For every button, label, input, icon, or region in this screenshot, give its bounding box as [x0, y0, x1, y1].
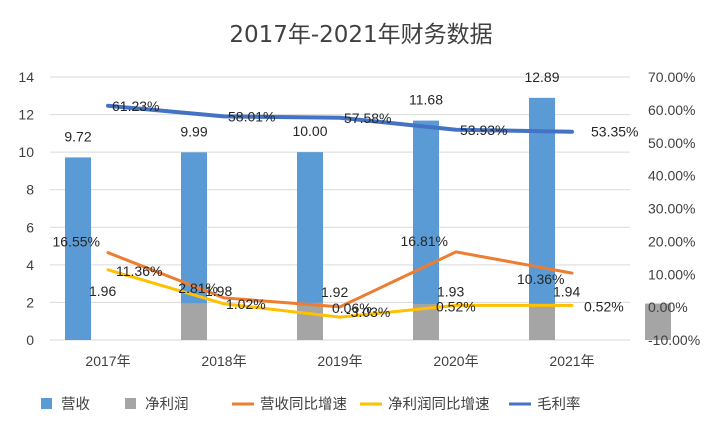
bar-revenue — [413, 120, 439, 340]
y-left-tick-label: 8 — [26, 182, 34, 198]
y-right-tick-label: 40.00% — [648, 168, 695, 184]
data-label: 1.02% — [226, 296, 266, 312]
legend-label: 净利润 — [145, 396, 189, 413]
x-tick-label: 2017年 — [85, 353, 130, 369]
y-right-tick-label: 50.00% — [648, 135, 695, 151]
legend-swatch — [41, 398, 52, 409]
data-label: 53.35% — [591, 124, 638, 140]
y-right-tick-label: 10.00% — [648, 266, 695, 282]
data-label: 11.68 — [409, 92, 443, 108]
data-label: 9.72 — [64, 128, 91, 144]
y-left-tick-label: 4 — [26, 257, 34, 273]
data-label: 16.81% — [401, 233, 448, 249]
data-label: 58.01% — [228, 108, 275, 124]
legend: 营收 净利润 营收同比增速 净利润同比增速 毛利率 — [41, 396, 581, 413]
x-tick-label: 2019年 — [317, 353, 362, 369]
y-left-tick-label: 2 — [26, 294, 34, 310]
series-line — [106, 250, 574, 309]
x-tick-label: 2018年 — [201, 353, 246, 369]
data-label: 12.89 — [524, 69, 559, 85]
data-label: 1.98 — [205, 283, 232, 299]
gridlines — [50, 76, 630, 341]
bar-net-profit — [297, 302, 323, 340]
x-tick-label: 2021年 — [549, 353, 594, 369]
lines — [106, 103, 574, 319]
data-label: 61.23% — [112, 98, 159, 114]
y-left-tick-label: 10 — [18, 144, 34, 160]
legend-swatch — [125, 398, 136, 409]
data-label: 11.36% — [116, 263, 162, 279]
data-label: 1.92 — [321, 284, 348, 300]
x-tick-label: 2020年 — [433, 353, 478, 369]
y-right-tick-label: 70.00% — [648, 69, 695, 85]
legend-label: 营收 — [61, 396, 90, 413]
y-left-tick-label: 14 — [18, 69, 34, 85]
data-label: 9.99 — [180, 123, 207, 139]
data-label: 53.93% — [460, 122, 507, 138]
y-right-tick-label: 20.00% — [648, 233, 695, 249]
y-right-tick-label: 30.00% — [648, 201, 695, 217]
legend-label: 净利润同比增速 — [388, 396, 490, 413]
chart-title: 2017年-2021年财务数据 — [229, 22, 492, 48]
data-label: 10.00 — [292, 123, 327, 139]
y-left-tick-label: 0 — [26, 332, 34, 348]
bar-net-profit — [645, 303, 671, 340]
bar-net-profit — [529, 303, 555, 340]
axes: 0 2 4 6 8 10 12 14 -10.00% 0.00% 10.00% 20.00% 30.00… — [18, 69, 700, 369]
data-label: 57.58% — [344, 110, 391, 126]
bar-net-profit — [181, 303, 207, 340]
data-label: 0.06% — [332, 300, 372, 316]
bar-revenue — [529, 97, 555, 340]
data-label: 1.93 — [437, 284, 464, 300]
bar-revenue — [65, 157, 91, 340]
data-labels: 9.72 9.99 10.00 11.68 12.89 1.96 1.98 1.92 1.93 1… — [53, 69, 639, 320]
data-label: 1.96 — [89, 283, 116, 299]
data-label: 1.94 — [553, 284, 580, 300]
y-right-tick-label: 60.00% — [648, 102, 695, 118]
y-left-tick-label: 6 — [26, 219, 34, 235]
data-label: 0.52% — [584, 298, 624, 314]
data-label: 10.36% — [517, 271, 564, 287]
legend-label: 毛利率 — [537, 396, 581, 413]
y-right-tick-label: 0.00% — [648, 299, 688, 315]
y-left-tick-label: 12 — [18, 107, 34, 123]
series-line — [106, 268, 574, 319]
data-label: -3.03% — [346, 304, 390, 320]
data-label: 2.81% — [178, 280, 218, 296]
y-right-tick-label: -10.00% — [648, 332, 700, 348]
data-label: 16.55% — [53, 234, 100, 250]
legend-label: 营收同比增速 — [260, 396, 347, 413]
series-line — [106, 103, 574, 134]
bars — [65, 97, 671, 340]
data-label: 0.52% — [436, 298, 476, 314]
